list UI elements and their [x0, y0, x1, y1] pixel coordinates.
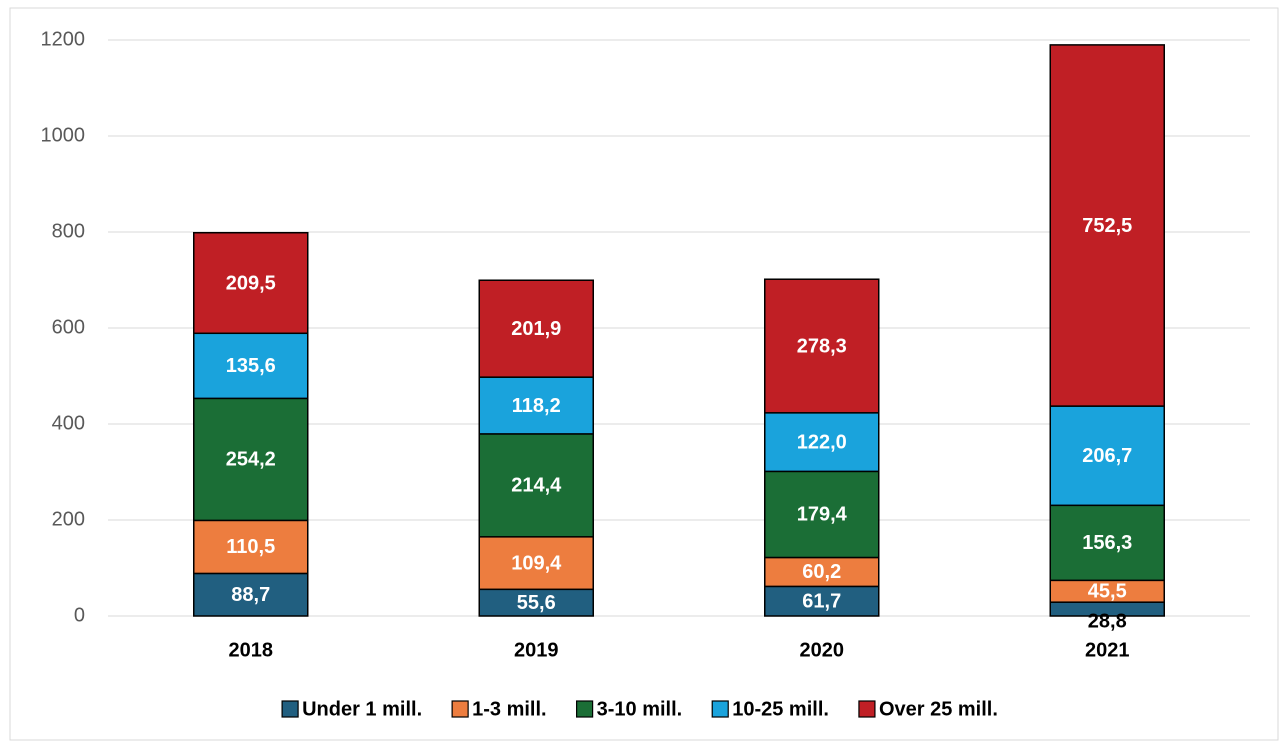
legend-item: 3-10 mill.	[576, 698, 683, 720]
legend-swatch	[451, 700, 469, 718]
y-tick-label: 1000	[41, 124, 86, 146]
legend-swatch	[711, 700, 729, 718]
data-label: 60,2	[802, 561, 841, 583]
bar-segment	[1049, 504, 1165, 582]
legend-swatch	[281, 700, 299, 718]
y-tick-label: 0	[74, 604, 85, 626]
legend-label: 1-3 mill.	[472, 698, 546, 720]
bar-segment	[478, 279, 594, 378]
bar-segment	[1049, 44, 1165, 407]
data-label: 254,2	[226, 449, 276, 471]
bar-segment	[478, 376, 594, 435]
data-label: 278,3	[797, 335, 847, 357]
y-tick-label: 600	[52, 316, 85, 338]
data-label: 45,5	[1088, 581, 1127, 603]
legend-item: 1-3 mill.	[451, 698, 547, 720]
y-tick-label: 400	[52, 412, 85, 434]
data-label: 109,4	[511, 552, 562, 574]
bar-segment	[193, 397, 309, 522]
x-tick-label: 2019	[514, 639, 559, 661]
y-tick-label: 1200	[41, 28, 86, 50]
data-label: 206,7	[1082, 445, 1132, 467]
bar-segment	[764, 412, 880, 473]
legend-item: Under 1 mill.	[281, 698, 422, 720]
bar-segment	[1049, 405, 1165, 507]
data-label: 28,8	[1088, 610, 1127, 632]
data-label: 209,5	[226, 272, 276, 294]
legend-item: 10-25 mill.	[711, 698, 829, 720]
bar-segment	[764, 585, 880, 617]
bar-segment	[193, 519, 309, 575]
bar-segment	[193, 332, 309, 400]
bar-segment	[478, 588, 594, 617]
legend-label: Under 1 mill.	[302, 698, 422, 720]
bar-segment	[764, 278, 880, 414]
y-tick-label: 800	[52, 220, 85, 242]
data-label: 179,4	[797, 504, 848, 526]
bar-segment	[478, 433, 594, 538]
x-tick-label: 2021	[1085, 639, 1130, 661]
bar-segment	[193, 572, 309, 617]
data-label: 201,9	[511, 318, 561, 340]
bar-segment	[478, 536, 594, 591]
bar-segment	[764, 556, 880, 588]
data-label: 135,6	[226, 355, 276, 377]
legend-label: 3-10 mill.	[597, 698, 683, 720]
data-label: 61,7	[802, 590, 841, 612]
y-tick-label: 200	[52, 508, 85, 530]
bar-segment	[764, 470, 880, 559]
bar-segment	[193, 231, 309, 335]
data-label: 88,7	[231, 584, 270, 606]
data-label: 214,4	[511, 475, 562, 497]
data-label: 118,2	[512, 395, 561, 417]
data-label: 156,3	[1082, 532, 1132, 554]
data-label: 122,0	[797, 431, 847, 453]
x-tick-label: 2018	[229, 639, 274, 661]
x-tick-label: 2020	[800, 639, 845, 661]
legend-label: 10-25 mill.	[732, 698, 829, 720]
legend-label: Over 25 mill.	[879, 698, 998, 720]
data-label: 110,5	[226, 536, 275, 558]
legend-item: Over 25 mill.	[858, 698, 998, 720]
legend-swatch	[858, 700, 876, 718]
legend-swatch	[576, 700, 594, 718]
data-label: 752,5	[1082, 215, 1132, 237]
data-label: 55,6	[517, 592, 556, 614]
